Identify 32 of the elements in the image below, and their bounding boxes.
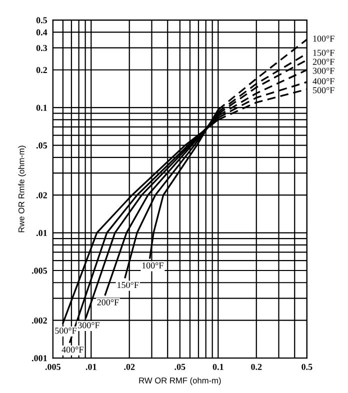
y-tick-label: .05: [36, 142, 48, 149]
series-label: 400°F: [312, 78, 334, 84]
series-label: 200°F: [97, 299, 119, 306]
x-tick-label: 0.5: [302, 364, 312, 370]
y-tick-label: .02: [36, 192, 47, 198]
series-label: 200°F: [312, 58, 334, 65]
series-label: 400°F: [62, 346, 84, 353]
x-tick-label: .005: [45, 364, 60, 370]
y-tick-label: 0.5: [36, 17, 48, 24]
series-label: 500°F: [313, 87, 334, 94]
y-tick-label: .01: [36, 230, 47, 236]
y-tick-label: .002: [32, 317, 47, 324]
y-tick-label: 0.1: [36, 104, 47, 111]
y-tick-label: 0.2: [36, 67, 47, 74]
x-tick-label: 0.2: [251, 364, 262, 370]
x-tick-label: 0.1: [212, 364, 224, 370]
y-tick-label: .001: [32, 355, 47, 362]
series-label: 500°F: [55, 328, 76, 334]
series-label: 150°F: [118, 282, 139, 288]
x-axis-title: RW OR RMF (ohm-m): [139, 377, 221, 386]
series-label: 300°F: [78, 322, 100, 328]
series-label: 100°F: [313, 36, 334, 42]
y-tick-label: .005: [32, 268, 48, 274]
y-axis-title: Rwe OR Rmfe (ohm-m): [18, 146, 26, 232]
x-tick-label: .01: [86, 364, 96, 370]
x-tick-label: .05: [174, 364, 186, 370]
series-label: 150°F: [313, 50, 334, 56]
series-label: 100°F: [142, 262, 164, 269]
y-tick-label: 0.3: [36, 44, 48, 52]
y-tick-label: 0.4: [36, 29, 48, 36]
series-label: 300°F: [312, 68, 334, 74]
x-tick-label: .02: [124, 364, 135, 370]
